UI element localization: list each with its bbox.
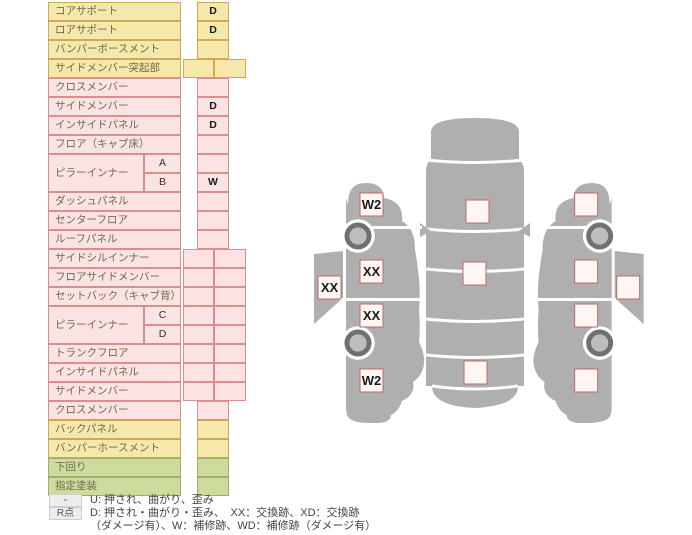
svg-text:XX: XX bbox=[321, 280, 339, 295]
svg-text:W2: W2 bbox=[362, 373, 382, 388]
svg-text:W2: W2 bbox=[362, 197, 382, 212]
svg-text:XX: XX bbox=[363, 264, 381, 279]
svg-text:XX: XX bbox=[363, 308, 381, 323]
